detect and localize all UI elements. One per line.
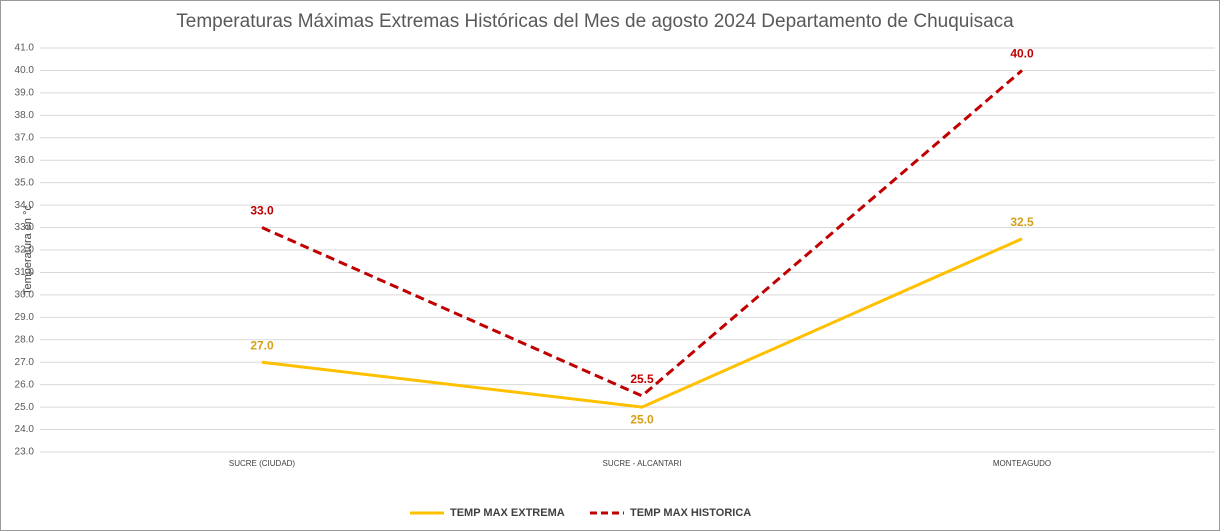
y-tick-label: 41.0 xyxy=(15,43,35,54)
y-tick-label: 26.0 xyxy=(15,379,35,390)
legend-label: TEMP MAX EXTREMA xyxy=(450,507,565,519)
chart-title: Temperaturas Máximas Extremas Históricas… xyxy=(176,11,1014,32)
x-tick-label: SUCRE - ALCANTARI xyxy=(603,459,682,468)
x-tick-label: MONTEAGUDO xyxy=(993,459,1051,468)
data-label: 33.0 xyxy=(250,204,274,218)
y-tick-label: 23.0 xyxy=(15,447,35,458)
y-tick-label: 39.0 xyxy=(15,88,35,99)
series-line xyxy=(261,237,1023,409)
data-label: 25.5 xyxy=(630,372,654,386)
y-tick-label: 24.0 xyxy=(15,424,35,435)
y-tick-label: 34.0 xyxy=(15,200,35,211)
data-label: 25.0 xyxy=(630,412,654,426)
y-tick-label: 38.0 xyxy=(15,110,35,121)
y-tick-label: 31.0 xyxy=(15,267,35,278)
data-label: 32.5 xyxy=(1010,215,1034,229)
y-tick-label: 25.0 xyxy=(15,402,35,413)
series-line xyxy=(261,69,1023,398)
data-label: 40.0 xyxy=(1010,47,1034,61)
x-tick-label: SUCRE (CIUDAD) xyxy=(229,459,296,468)
y-tick-label: 30.0 xyxy=(15,290,35,301)
y-tick-label: 29.0 xyxy=(15,312,35,323)
y-tick-label: 36.0 xyxy=(15,155,35,166)
y-tick-label: 32.0 xyxy=(15,245,35,256)
y-tick-label: 37.0 xyxy=(15,132,35,143)
y-tick-label: 33.0 xyxy=(15,222,35,233)
y-tick-label: 28.0 xyxy=(15,334,35,345)
y-tick-label: 40.0 xyxy=(15,65,35,76)
y-tick-label: 27.0 xyxy=(15,357,35,368)
legend-label: TEMP MAX HISTORICA xyxy=(630,507,751,519)
y-tick-label: 35.0 xyxy=(15,177,35,188)
y-axis-label: Temperatura en °c xyxy=(22,205,34,295)
data-label: 27.0 xyxy=(250,338,274,352)
